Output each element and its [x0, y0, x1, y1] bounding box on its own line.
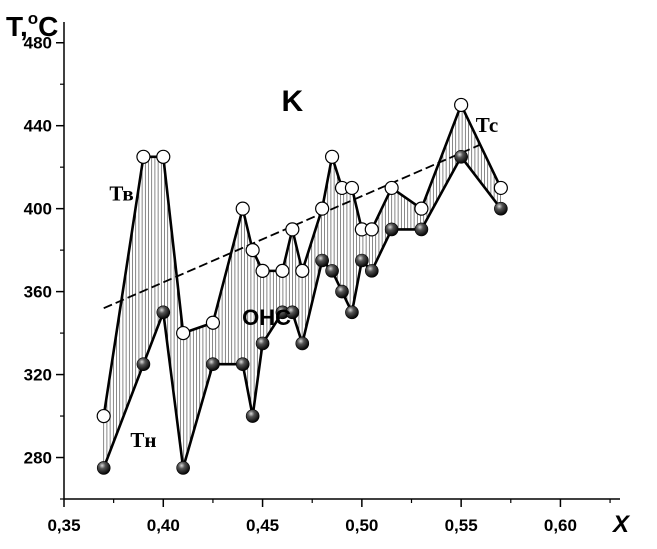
upper-point: [384, 180, 399, 196]
trend-line: [103, 143, 482, 310]
upper-point: [255, 263, 270, 278]
lower-point: [136, 357, 151, 371]
y-axis-title: T,oC: [6, 9, 58, 42]
y-tick-label: 440: [24, 117, 52, 136]
series-points: [96, 97, 508, 475]
y-tick-label: 360: [24, 283, 52, 302]
lower-point: [295, 336, 310, 351]
tick-labels: 280 320 360 400 440 480 0,35 0,40 0,45 0,50 0,55 0,…: [24, 34, 577, 535]
lower-point: [96, 461, 111, 475]
label-k: K: [282, 85, 304, 118]
upper-point: [364, 222, 379, 237]
lower-point: [285, 305, 300, 320]
label-tn: Тн: [130, 428, 156, 452]
label-ons: ОНС: [242, 305, 291, 330]
x-tick-label: 0,40: [147, 516, 180, 535]
lower-point: [206, 357, 220, 371]
upper-point: [235, 201, 250, 216]
upper-point: [324, 149, 340, 164]
upper-point: [344, 180, 360, 196]
lower-point: [255, 336, 270, 351]
lower-point: [315, 253, 329, 268]
x-tick-label: 0,55: [445, 516, 478, 535]
lower-point: [454, 150, 468, 164]
upper-point: [96, 408, 111, 424]
upper-point: [205, 315, 221, 330]
y-tick-label: 480: [24, 34, 52, 53]
upper-point: [156, 149, 171, 164]
axes: [63, 22, 620, 500]
lower-point: [156, 305, 171, 320]
upper-point: [454, 97, 469, 113]
lower-point: [345, 305, 359, 320]
upper-point: [245, 243, 260, 258]
tick-marks: [56, 41, 611, 507]
x-tick-label: 0,50: [345, 516, 378, 535]
y-tick-label: 280: [24, 449, 52, 468]
upper-point: [176, 325, 191, 341]
lower-point: [235, 357, 250, 371]
lower-point: [355, 253, 369, 268]
y-tick-label: 320: [24, 366, 52, 385]
lower-point: [494, 201, 508, 216]
lower-point: [325, 264, 339, 278]
upper-point: [295, 263, 310, 278]
lower-point: [414, 222, 429, 237]
upper-point: [414, 201, 429, 216]
upper-point: [275, 263, 290, 278]
upper-point: [285, 222, 300, 237]
y-tick-label: 400: [24, 200, 52, 219]
chart-annotations: T,oC X K ОНС Тв Тн Тс: [6, 9, 631, 538]
upper-point: [315, 201, 330, 216]
upper-point: [136, 149, 151, 164]
lower-point: [335, 284, 349, 299]
label-tc: Тс: [476, 113, 499, 137]
x-tick-label: 0,45: [246, 516, 279, 535]
x-tick-label: 0,60: [544, 516, 577, 535]
lower-point: [176, 461, 190, 475]
lower-point: [384, 222, 399, 237]
trend-line-tc: [103, 143, 482, 310]
lower-point: [245, 409, 260, 423]
upper-point: [493, 180, 508, 196]
x-axis-title: X: [611, 511, 631, 538]
lower-point: [364, 264, 379, 278]
x-tick-label: 0,35: [47, 516, 80, 535]
label-tv: Тв: [109, 181, 133, 205]
